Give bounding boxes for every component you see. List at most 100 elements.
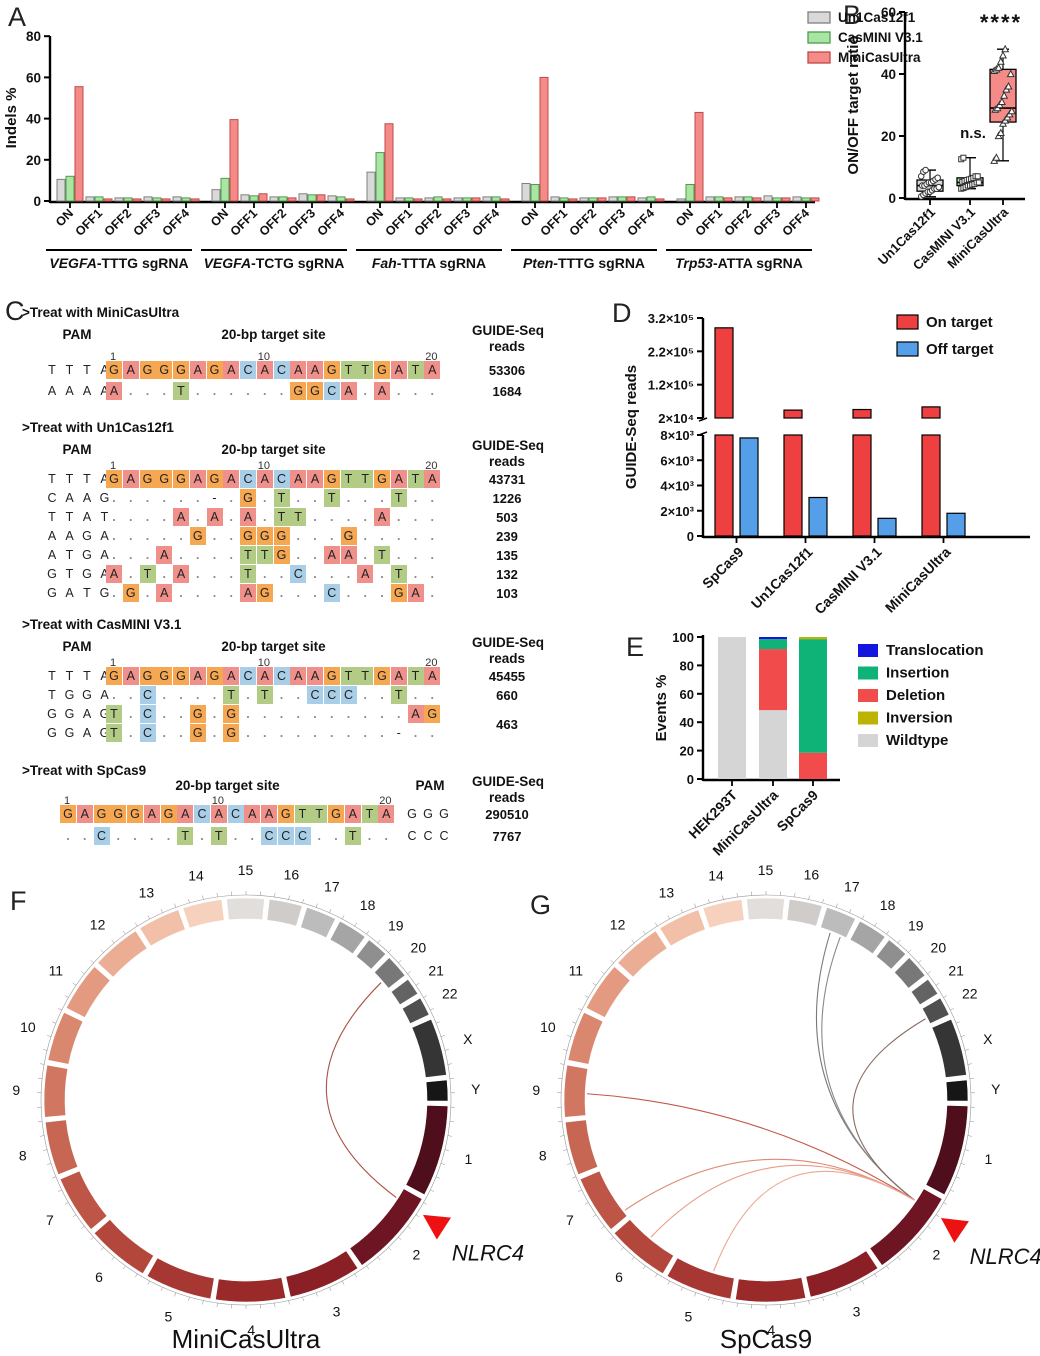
match-dot: . — [346, 726, 351, 740]
legend-swatch — [858, 689, 878, 702]
ref-base: G — [139, 470, 156, 488]
scale-tick — [908, 1247, 912, 1251]
mismatch-base: A — [340, 382, 357, 400]
axis-break-mark — [698, 417, 708, 422]
legend-swatch — [807, 51, 831, 64]
bar-CasMINI V3.1 — [307, 194, 317, 202]
ref-base: G — [173, 667, 189, 685]
reads-header: reads — [488, 454, 526, 469]
match-dot: . — [313, 529, 317, 543]
legend-label: Translocation — [886, 642, 984, 659]
ref-base: A — [307, 361, 323, 379]
group-title: Pten-TTTG sgRNA — [523, 255, 645, 271]
match-dot: . — [150, 829, 154, 843]
pam-base: G — [407, 807, 417, 821]
bar-CasMINI V3.1 — [375, 152, 385, 202]
scale-tick — [423, 995, 428, 998]
site-label: OFF2 — [102, 206, 135, 239]
chromosome-label-X: X — [463, 1031, 473, 1047]
match-dot: . — [263, 567, 267, 581]
scale-tick — [81, 971, 85, 974]
alignment-block-title: >Treat with SpCas9 — [22, 763, 147, 778]
chromosome-label-18: 18 — [880, 897, 896, 913]
match-dot: . — [430, 688, 434, 702]
legend-swatch — [807, 11, 831, 24]
pam-base: G — [64, 726, 75, 740]
mismatch-base: C — [340, 686, 357, 704]
site-label: ON — [53, 206, 76, 229]
match-dot: . — [313, 491, 317, 505]
mismatch-base: T — [240, 546, 256, 564]
pam-header: PAM — [62, 442, 92, 457]
ref-base: A — [290, 361, 307, 379]
match-dot: . — [145, 384, 150, 398]
mismatch-base: G — [256, 584, 273, 602]
ref-base: T — [357, 361, 374, 379]
scale-tick — [100, 1247, 104, 1251]
chromosome-Y — [425, 1079, 449, 1102]
match-dot: . — [279, 586, 284, 600]
scale-tick — [694, 903, 697, 908]
match-dot: . — [346, 567, 351, 581]
match-dot: . — [346, 491, 351, 505]
match-dot: . — [296, 491, 300, 505]
match-dot: . — [145, 548, 150, 562]
match-dot: . — [229, 510, 233, 524]
ref-base: A — [189, 361, 206, 379]
y-tick-label: 0 — [687, 772, 694, 787]
on-target-bar — [852, 434, 872, 537]
match-dot: . — [66, 829, 70, 843]
scale-tick — [584, 995, 589, 998]
chromosome-label-16: 16 — [804, 867, 820, 883]
y-tick-label: 100 — [672, 630, 694, 645]
ref-base: A — [390, 361, 407, 379]
chromosome-label-5: 5 — [685, 1309, 693, 1325]
scale-tick — [274, 892, 276, 898]
site-label: ON — [673, 206, 696, 229]
scale-tick — [567, 1035, 572, 1037]
y-tick-label: 0 — [888, 191, 896, 206]
pam-base: A — [82, 707, 92, 721]
match-dot: . — [413, 510, 418, 524]
match-dot: . — [162, 491, 166, 505]
bar-CasMINI V3.1 — [743, 196, 753, 202]
mismatch-base: G — [189, 724, 206, 742]
mismatch-base: T — [173, 382, 189, 400]
chromosome-label-X: X — [983, 1031, 993, 1047]
scale-tick — [160, 908, 163, 913]
ref-base: T — [340, 361, 357, 379]
pam-base: A — [100, 688, 109, 702]
scale-tick — [862, 1280, 865, 1285]
scale-tick — [72, 1214, 77, 1218]
significance-annotation: **** — [980, 10, 1022, 35]
match-dot: . — [112, 529, 116, 543]
scale-tick — [964, 1149, 969, 1151]
chromosome-label-6: 6 — [615, 1269, 623, 1285]
chromosome-15 — [746, 897, 785, 921]
legend-label: Wildtype — [886, 732, 948, 749]
pam-base: T — [48, 510, 56, 524]
chromosome-label-13: 13 — [659, 885, 675, 901]
scale-tick — [415, 982, 420, 986]
bar-Un1Cas12f1 — [734, 196, 744, 202]
bar-CasMINI V3.1 — [249, 195, 259, 202]
chromosome-1 — [925, 1105, 969, 1196]
match-dot: . — [179, 586, 183, 600]
mismatch-base: C — [139, 724, 156, 742]
chromosome-label-22: 22 — [962, 985, 978, 1001]
stack-segment-Deletion — [799, 752, 827, 779]
pam-header: PAM — [62, 327, 92, 342]
mismatch-base: T — [139, 565, 156, 583]
bar-Un1Cas12f1 — [298, 193, 308, 202]
match-dot: . — [430, 567, 434, 581]
mismatch-base: C — [323, 382, 340, 400]
mismatch-base: A — [156, 546, 173, 564]
match-dot: . — [129, 510, 133, 524]
pam-base: G — [423, 807, 433, 821]
legend-label: CasMINI V3.1 — [838, 30, 923, 45]
mismatch-base: T — [390, 565, 407, 583]
mismatch-base: T — [290, 508, 307, 526]
scale-tick — [377, 1256, 381, 1261]
chromosome-label-10: 10 — [20, 1019, 36, 1035]
